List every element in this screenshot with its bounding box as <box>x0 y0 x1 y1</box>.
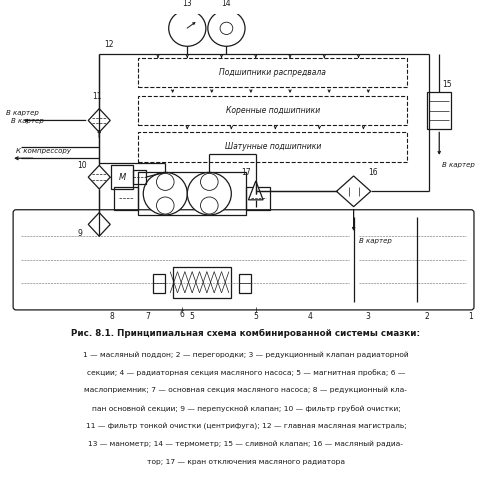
Text: В картер: В картер <box>11 119 44 124</box>
Bar <box>239 274 251 293</box>
Text: 13: 13 <box>183 0 192 8</box>
Text: пан основной секции; 9 — перепускной клапан; 10 — фильтр грубой очистки;: пан основной секции; 9 — перепускной кла… <box>92 405 400 411</box>
Circle shape <box>169 10 206 46</box>
Text: Коренные подшипники: Коренные подшипники <box>226 106 320 115</box>
Text: 4: 4 <box>307 312 312 321</box>
Text: 8: 8 <box>109 312 114 321</box>
Circle shape <box>143 172 187 215</box>
Bar <box>138 96 407 125</box>
Text: 11: 11 <box>92 92 101 102</box>
Text: 12: 12 <box>104 41 114 49</box>
Bar <box>173 267 231 298</box>
Polygon shape <box>248 181 263 200</box>
Text: 17: 17 <box>241 168 251 177</box>
Text: М: М <box>119 173 126 182</box>
Bar <box>112 165 133 189</box>
Text: Подшипники распредвала: Подшипники распредвала <box>219 68 326 77</box>
Bar <box>427 92 452 129</box>
Bar <box>153 274 165 293</box>
Text: секции; 4 — радиаторная секция масляного насоса; 5 — магнитная пробка; 6 —: секции; 4 — радиаторная секция масляного… <box>87 369 405 376</box>
Text: Рис. 8.1. Принципиальная схема комбинированной системы смазки:: Рис. 8.1. Принципиальная схема комбиниро… <box>71 328 421 338</box>
Text: В картер: В картер <box>6 110 39 116</box>
Bar <box>133 170 146 184</box>
Text: 10: 10 <box>77 161 87 170</box>
Text: 7: 7 <box>146 312 151 321</box>
Text: 13 — манометр; 14 — термометр; 15 — сливной клапан; 16 — масляный радиа-: 13 — манометр; 14 — термометр; 15 — слив… <box>89 441 403 447</box>
Text: 6: 6 <box>180 310 185 319</box>
Text: 3: 3 <box>366 312 371 321</box>
Bar <box>114 186 138 210</box>
Polygon shape <box>88 109 110 132</box>
Text: 15: 15 <box>442 80 451 89</box>
Text: 2: 2 <box>425 312 430 321</box>
Text: 5: 5 <box>253 312 258 321</box>
Text: В картер: В картер <box>359 238 392 244</box>
Text: 14: 14 <box>221 0 231 8</box>
Polygon shape <box>337 176 371 207</box>
Circle shape <box>156 197 174 214</box>
Text: 9: 9 <box>77 229 82 238</box>
Bar <box>138 132 407 162</box>
Bar <box>138 172 246 215</box>
Circle shape <box>201 197 218 214</box>
Bar <box>246 186 271 210</box>
Text: 5: 5 <box>190 312 195 321</box>
Bar <box>138 58 407 87</box>
Circle shape <box>208 10 245 46</box>
Circle shape <box>156 173 174 190</box>
Text: К компрессору: К компрессору <box>16 148 71 154</box>
Text: В картер: В картер <box>442 162 475 168</box>
Circle shape <box>187 172 231 215</box>
Circle shape <box>220 22 233 35</box>
Polygon shape <box>88 165 110 189</box>
Text: тор; 17 — кран отключения масляного радиатора: тор; 17 — кран отключения масляного ради… <box>147 459 345 465</box>
Text: 1 — масляный поддон; 2 — перегородки; 3 — редукционный клапан радиаторной: 1 — масляный поддон; 2 — перегородки; 3 … <box>83 351 409 358</box>
Text: 1: 1 <box>469 312 473 321</box>
Text: 16: 16 <box>369 168 378 177</box>
Text: маслоприемник; 7 — основная секция масляного насоса; 8 — редукционный кла-: маслоприемник; 7 — основная секция масля… <box>85 387 407 393</box>
Polygon shape <box>88 213 110 236</box>
Circle shape <box>201 173 218 190</box>
Text: 11 — фильтр тонкой очистки (центрифуга); 12 — главная масляная магистраль;: 11 — фильтр тонкой очистки (центрифуга);… <box>86 423 406 429</box>
Text: Шатунные подшипники: Шатунные подшипники <box>225 142 321 151</box>
